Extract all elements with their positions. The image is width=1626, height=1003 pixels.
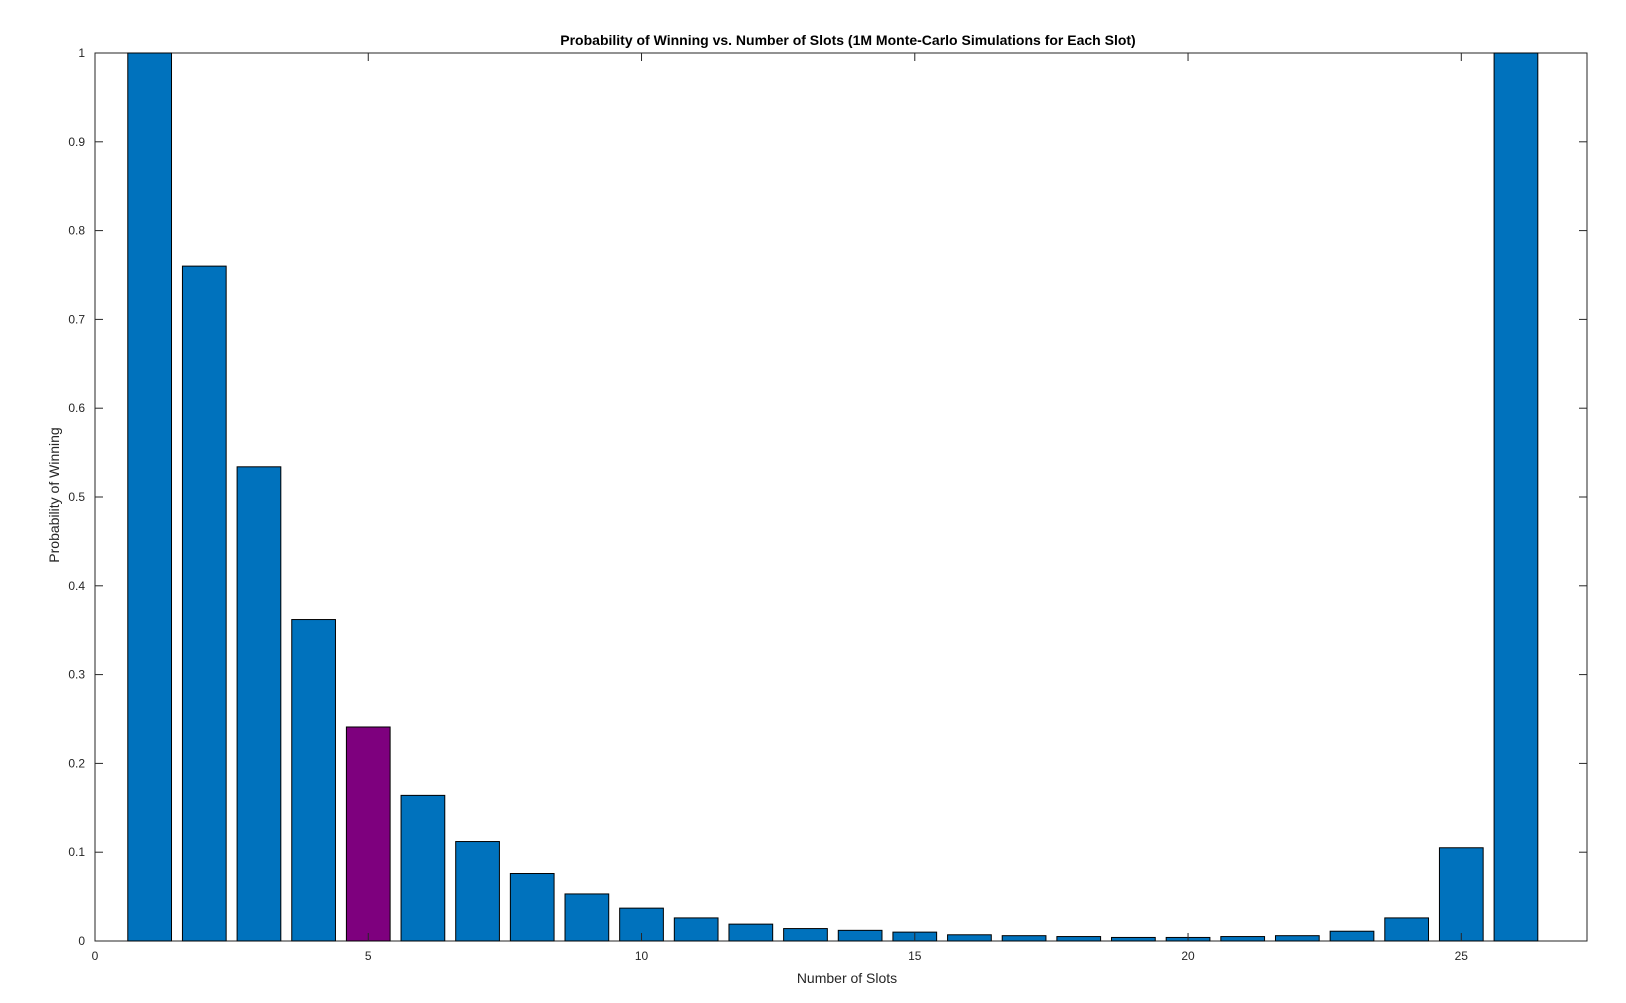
plot-frame — [94, 52, 1588, 942]
bars-group — [127, 52, 1539, 942]
x-axis-label: Number of Slots — [797, 970, 897, 986]
bar-slot-21 — [1220, 936, 1266, 942]
y-tick-label: 0.1 — [68, 845, 85, 859]
bar-slot-17 — [1001, 935, 1047, 942]
x-tick-label: 0 — [92, 949, 99, 963]
bar-slot-7 — [455, 841, 500, 942]
bar-slot-13 — [783, 928, 828, 942]
y-axis-ticks: 0 0.1 0.2 0.3 0.4 0.5 0.6 0.7 0.8 0.9 1 — [68, 46, 1587, 948]
x-axis-ticks: 0 5 10 15 20 25 — [92, 53, 1469, 963]
y-tick-label: 0.8 — [68, 224, 85, 238]
bar-slot-16 — [947, 934, 992, 942]
bar-slot-3 — [236, 466, 282, 942]
bar-slot-5 — [345, 726, 391, 942]
bar-slot-8 — [509, 873, 555, 942]
y-tick-label: 0.7 — [68, 312, 85, 326]
bar-slot-23 — [1329, 930, 1375, 942]
x-tick-label: 25 — [1455, 949, 1469, 963]
y-tick-label: 0.2 — [68, 756, 85, 770]
bar-slot-6 — [400, 794, 446, 942]
plot-area — [94, 52, 1588, 942]
chart-title: Probability of Winning vs. Number of Slo… — [560, 32, 1135, 48]
bar-slot-12 — [728, 923, 774, 942]
y-tick-label: 1 — [78, 46, 85, 60]
y-axis-label: Probability of Winning — [46, 427, 62, 562]
y-tick-label: 0.5 — [68, 490, 85, 504]
x-tick-label: 10 — [635, 949, 649, 963]
bar-slot-24 — [1384, 917, 1430, 942]
x-tick-label: 15 — [908, 949, 922, 963]
x-tick-label: 20 — [1181, 949, 1195, 963]
y-tick-label: 0.6 — [68, 401, 85, 415]
bar-slot-18 — [1056, 936, 1102, 942]
bar-slot-25 — [1438, 847, 1484, 942]
bar-slot-11 — [673, 917, 719, 942]
bar-slot-22 — [1274, 935, 1320, 942]
bar-slot-26 — [1493, 52, 1539, 942]
bar-slot-9 — [564, 893, 610, 942]
y-tick-label: 0.3 — [68, 668, 85, 682]
y-tick-label: 0.9 — [68, 135, 85, 149]
bar-slot-4 — [291, 619, 336, 942]
bar-slot-14 — [837, 929, 883, 942]
bar-slot-2 — [181, 265, 227, 942]
bar-slot-19 — [1111, 936, 1156, 942]
y-tick-label: 0 — [78, 934, 85, 948]
x-tick-label: 5 — [365, 949, 372, 963]
y-tick-label: 0.4 — [68, 579, 85, 593]
bar-slot-1 — [127, 52, 173, 942]
